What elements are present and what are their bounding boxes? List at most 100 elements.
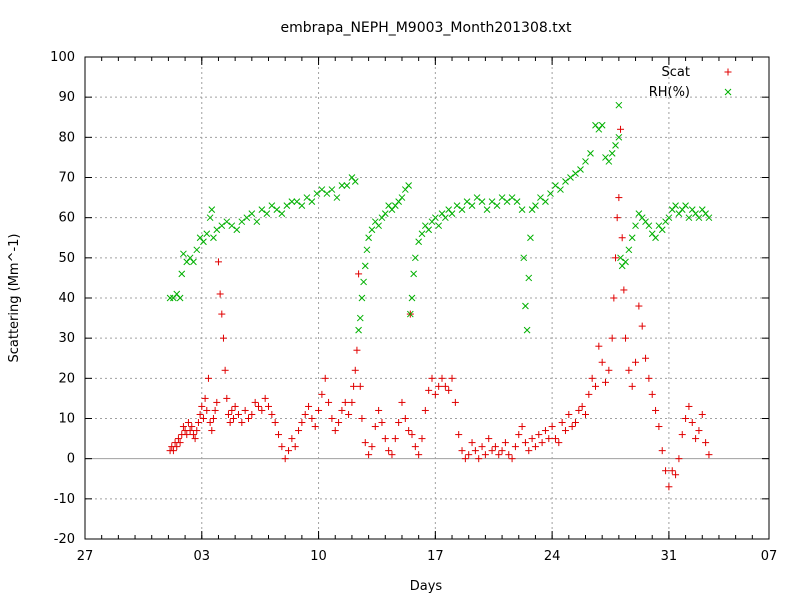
scat-point	[498, 447, 506, 455]
rh-point	[333, 194, 341, 201]
scat-point	[305, 402, 313, 410]
x-tick-label: 24	[544, 549, 561, 564]
scat-point	[672, 471, 680, 479]
plot-frame	[84, 56, 770, 540]
scat-point	[705, 451, 713, 459]
scat-point	[678, 431, 686, 439]
scat-point	[531, 443, 539, 451]
scat-point	[508, 455, 516, 463]
rh-point	[328, 186, 336, 193]
scat-point	[226, 419, 234, 427]
rh-point	[617, 254, 624, 262]
scat-point	[415, 451, 423, 459]
rh-point	[406, 310, 414, 318]
rh-point	[612, 142, 619, 149]
rh-point	[368, 226, 376, 234]
scat-point	[617, 125, 625, 133]
x-tick-label: 10	[310, 549, 327, 564]
x-tick-label: 31	[661, 549, 678, 564]
rh-point	[193, 246, 201, 254]
legend-marker-scat	[724, 68, 732, 76]
rh-point	[223, 218, 231, 226]
rh-point	[503, 198, 511, 205]
scat-point	[632, 358, 640, 366]
scat-point	[398, 398, 406, 406]
scat-point	[425, 386, 433, 394]
scat-point	[568, 423, 576, 431]
rh-point	[572, 170, 579, 177]
scat-point	[541, 427, 549, 435]
scat-point	[174, 435, 182, 443]
rh-point	[695, 214, 703, 222]
rh-point	[498, 194, 506, 201]
rh-point	[542, 198, 549, 205]
rh-point	[411, 254, 419, 262]
rh-point	[213, 226, 221, 234]
rh-point	[473, 194, 481, 201]
scat-point	[585, 390, 593, 398]
scat-point	[515, 431, 523, 439]
scat-point	[265, 402, 273, 410]
rh-point	[398, 194, 406, 201]
rh-point	[208, 206, 216, 213]
scat-points	[166, 125, 713, 491]
scat-point	[558, 419, 566, 427]
y-axis-label: Scattering (Mm^-1)	[7, 233, 22, 362]
scat-point	[255, 402, 263, 410]
scat-point	[348, 398, 356, 406]
scat-point	[203, 406, 211, 414]
scat-point	[591, 382, 599, 390]
rh-point	[206, 214, 214, 222]
rh-point	[410, 270, 418, 278]
scat-point	[219, 334, 227, 342]
scat-point	[461, 455, 469, 463]
legend-label-scat: Scat	[662, 65, 690, 80]
scat-point	[325, 398, 333, 406]
scat-point	[199, 415, 207, 422]
scat-point	[598, 358, 606, 366]
rh-point	[705, 214, 713, 222]
rh-point	[308, 198, 316, 205]
scat-point	[628, 382, 636, 390]
scat-point	[338, 406, 346, 414]
scat-point	[485, 435, 493, 443]
scat-point	[435, 382, 443, 390]
rh-point	[361, 262, 369, 270]
scat-point	[511, 443, 519, 451]
scat-point	[702, 439, 710, 447]
rh-point	[582, 158, 589, 165]
rh-point	[598, 121, 606, 129]
scat-point	[218, 310, 226, 318]
scat-point	[448, 374, 456, 382]
scat-point	[179, 423, 187, 431]
scat-point	[315, 406, 323, 414]
rh-point	[685, 214, 693, 222]
rh-point	[431, 214, 439, 222]
scat-point	[298, 419, 306, 427]
rh-point	[228, 222, 236, 230]
scat-point	[471, 447, 479, 455]
rh-point	[567, 174, 574, 181]
scat-point	[455, 431, 463, 439]
rh-point	[355, 326, 362, 334]
scat-point	[248, 410, 256, 418]
scat-point	[588, 374, 596, 382]
rh-point	[375, 222, 382, 230]
rh-point	[682, 202, 689, 209]
scat-point	[620, 286, 628, 294]
scat-point	[658, 447, 666, 455]
rh-point	[463, 198, 471, 205]
y-tick-label: 100	[50, 50, 75, 65]
rh-point	[562, 178, 569, 185]
scat-point	[561, 427, 569, 435]
rh-point	[441, 214, 449, 222]
scat-point	[688, 419, 696, 427]
scat-point	[208, 427, 216, 435]
scat-point	[652, 406, 660, 414]
scat-point	[625, 366, 633, 374]
scat-point	[535, 431, 543, 439]
rh-point	[508, 194, 516, 201]
scat-point	[169, 447, 177, 455]
scat-point	[405, 427, 413, 435]
rh-point	[268, 202, 276, 209]
